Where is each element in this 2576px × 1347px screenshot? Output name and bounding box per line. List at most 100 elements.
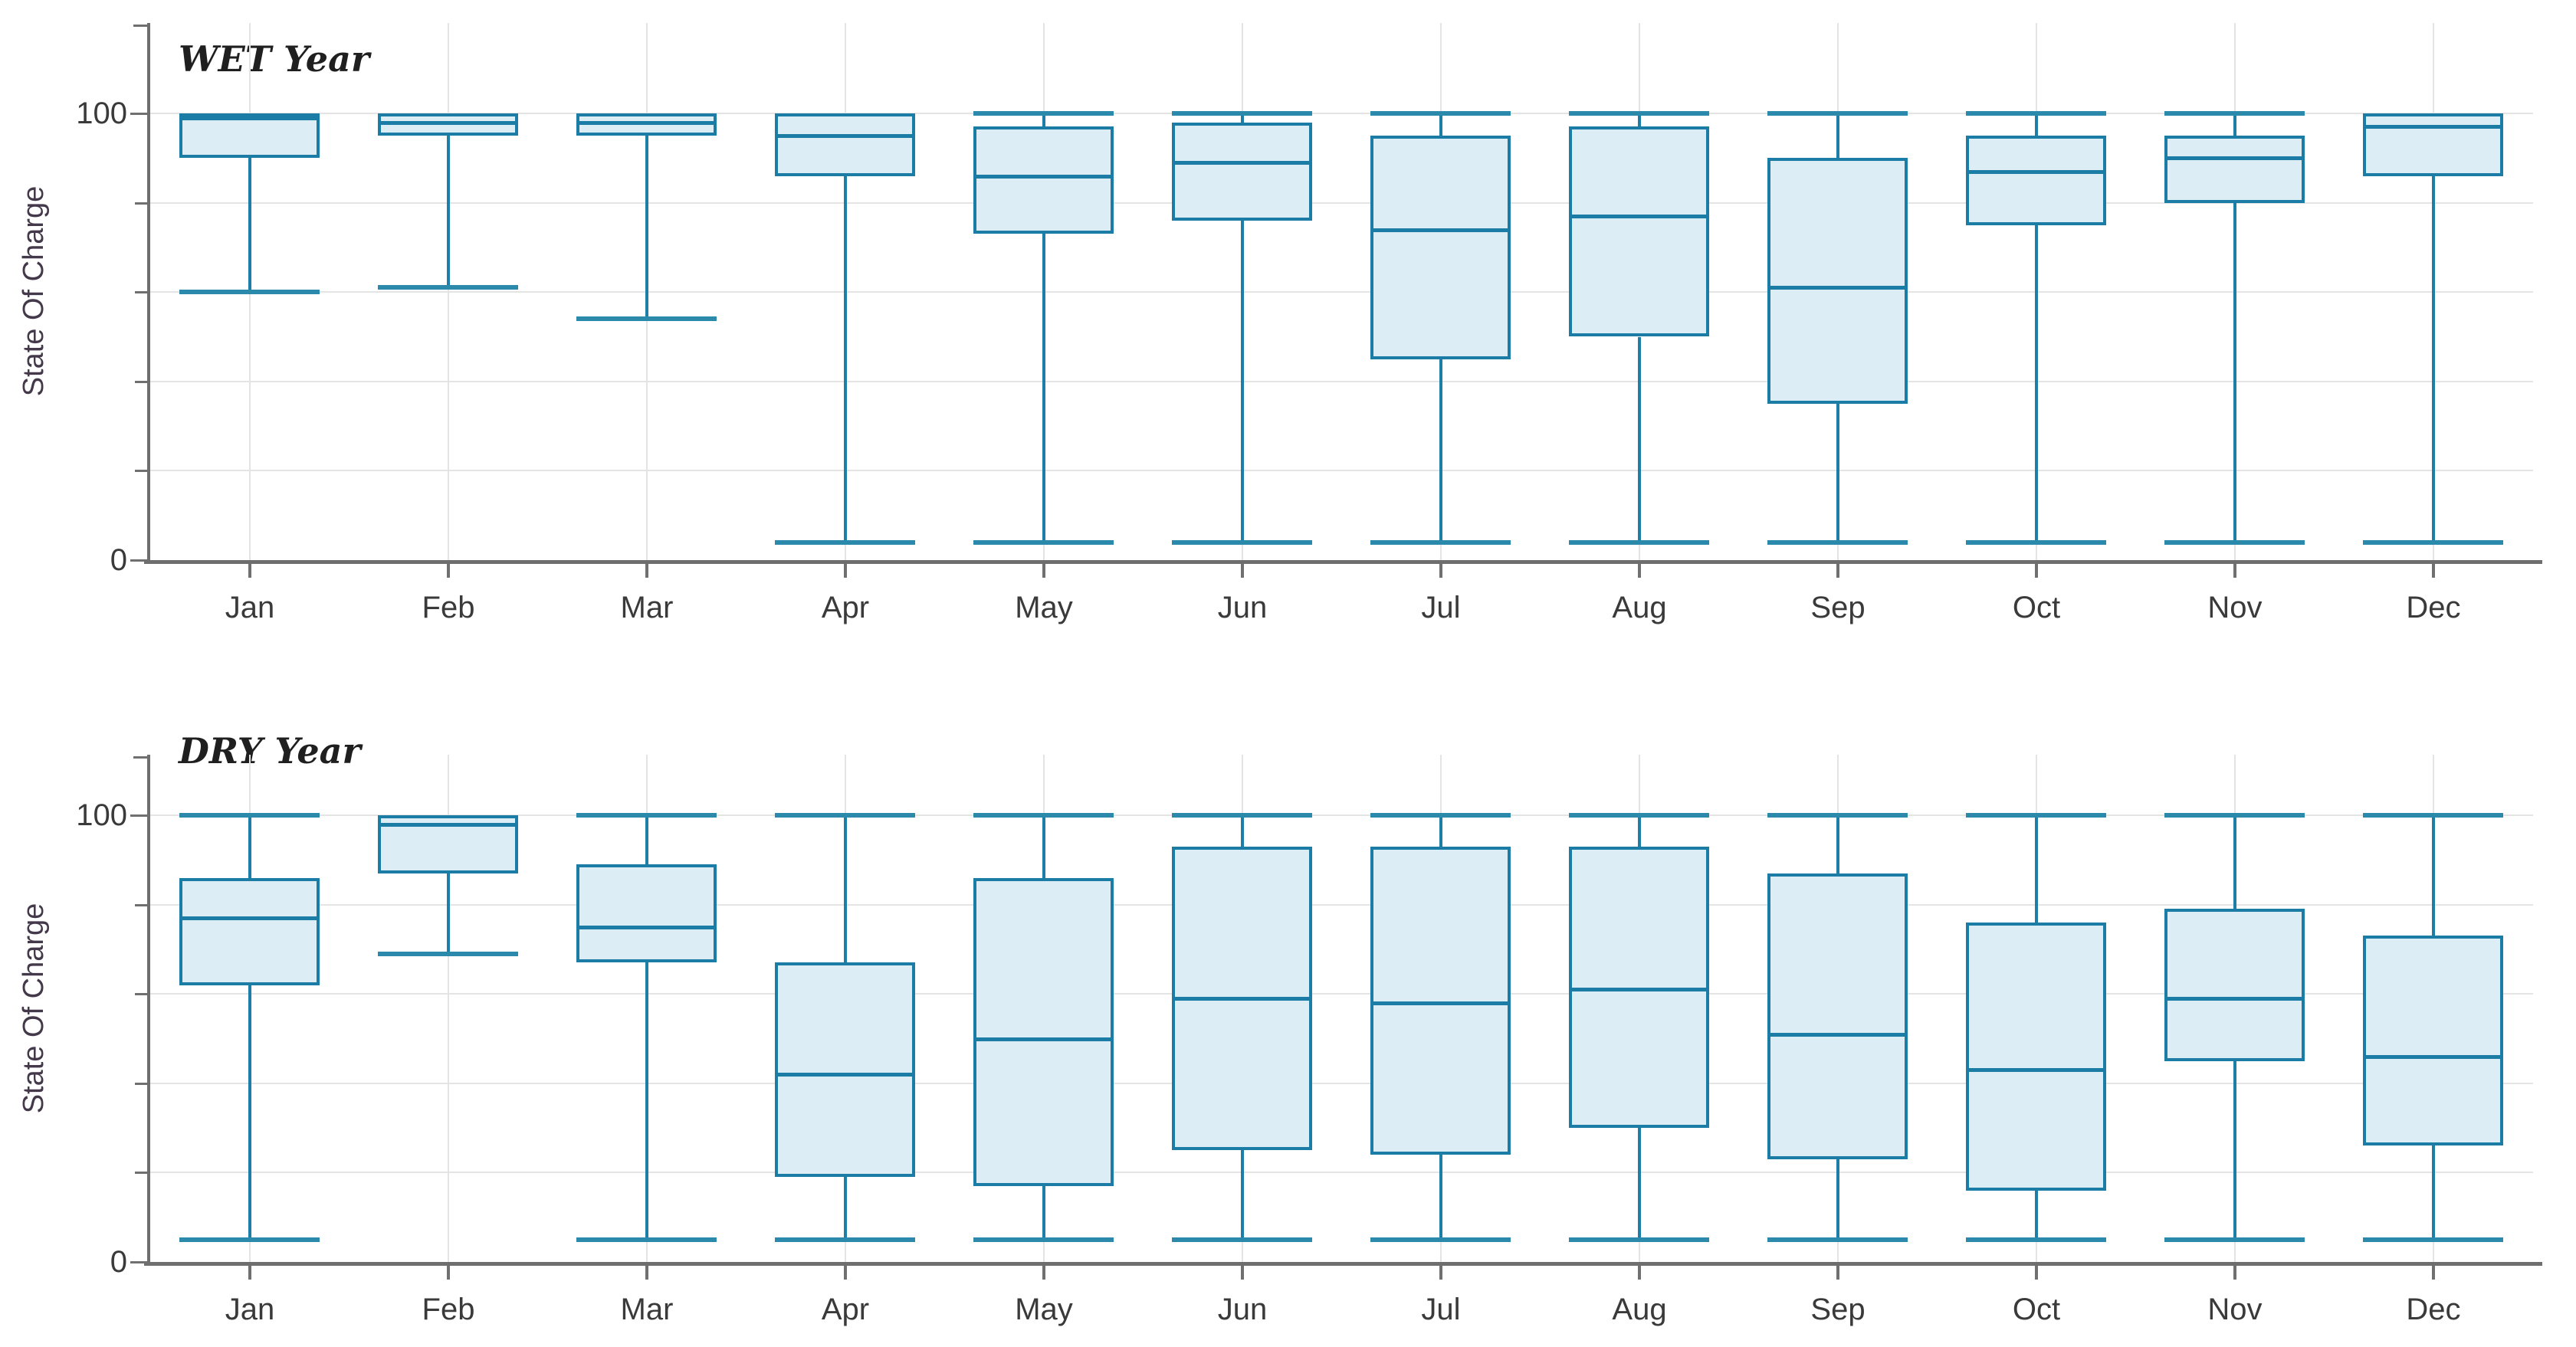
upper-whisker-may xyxy=(1042,113,1045,127)
h-gridline-80 xyxy=(150,903,2533,906)
median-jun xyxy=(1172,161,1312,166)
x-tick-label-jun: Jun xyxy=(1217,591,1268,624)
lower-whisker-jun xyxy=(1241,220,1244,542)
x-tick-aug xyxy=(1638,564,1641,578)
lower-whisker-jan xyxy=(248,985,251,1240)
v-gridline-feb xyxy=(448,755,449,1262)
box-apr xyxy=(775,962,915,1178)
upper-cap-sep xyxy=(1767,111,1908,116)
lower-cap-may xyxy=(973,539,1114,545)
x-tick-label-sep: Sep xyxy=(1810,591,1866,624)
x-tick-sep xyxy=(1836,564,1839,578)
chart-title-dry-year: DRY Year xyxy=(179,730,361,772)
lower-cap-jan xyxy=(179,1237,320,1242)
y-tick-label-0: 0 xyxy=(110,543,127,577)
median-sep xyxy=(1767,1032,1908,1037)
lower-whisker-mar xyxy=(645,962,648,1240)
box-jan xyxy=(179,113,320,159)
x-axis-spine xyxy=(144,1262,2542,1266)
x-tick-label-jan: Jan xyxy=(225,1293,275,1326)
x-tick-nov xyxy=(2233,1266,2236,1280)
median-oct xyxy=(1966,1068,2106,1073)
lower-whisker-jan xyxy=(248,158,251,293)
y-major-tick-100 xyxy=(130,814,147,817)
h-gridline-40 xyxy=(150,1082,2533,1084)
box-jan xyxy=(179,877,320,985)
median-mar xyxy=(576,120,717,125)
x-tick-label-feb: Feb xyxy=(422,1293,475,1326)
x-tick-aug xyxy=(1638,1266,1641,1280)
upper-cap-oct xyxy=(1966,813,2106,818)
x-tick-label-mar: Mar xyxy=(620,1293,674,1326)
box-may xyxy=(973,126,1114,234)
y-minor-tick-40 xyxy=(135,1082,147,1085)
box-oct xyxy=(1966,922,2106,1191)
upper-whisker-jul xyxy=(1439,815,1442,847)
x-tick-label-may: May xyxy=(1015,591,1073,624)
lower-cap-dec xyxy=(2363,539,2503,545)
box-aug xyxy=(1569,126,1709,337)
y-minor-tick-60 xyxy=(135,993,147,996)
upper-cap-jan xyxy=(179,813,320,818)
lower-cap-mar xyxy=(576,316,717,322)
box-apr xyxy=(775,113,915,176)
x-tick-jul xyxy=(1439,564,1442,578)
x-tick-label-aug: Aug xyxy=(1612,1293,1667,1326)
median-apr xyxy=(775,1073,915,1077)
h-gridline-100 xyxy=(150,113,2533,114)
y-major-tick-0 xyxy=(130,559,147,562)
y-minor-tick-60 xyxy=(135,291,147,294)
lower-whisker-dec xyxy=(2432,175,2435,542)
lower-cap-jun xyxy=(1172,539,1312,545)
median-jun xyxy=(1172,997,1312,1001)
x-tick-label-oct: Oct xyxy=(2012,1293,2061,1326)
y-axis-top-tick xyxy=(133,756,147,759)
box-jul xyxy=(1370,136,1511,359)
x-tick-label-jul: Jul xyxy=(1421,1293,1461,1326)
upper-whisker-oct xyxy=(2035,815,2038,923)
median-sep xyxy=(1767,286,1908,290)
lower-cap-feb xyxy=(378,951,518,956)
median-oct xyxy=(1966,169,2106,174)
box-dec xyxy=(2363,113,2503,176)
x-tick-label-oct: Oct xyxy=(2012,591,2061,624)
upper-cap-jun xyxy=(1172,111,1312,116)
x-tick-label-jul: Jul xyxy=(1421,591,1461,624)
lower-whisker-nov xyxy=(2233,202,2236,542)
lower-cap-sep xyxy=(1767,539,1908,545)
median-dec xyxy=(2363,1054,2503,1059)
lower-cap-oct xyxy=(1966,539,2106,545)
lower-cap-jul xyxy=(1370,539,1511,545)
median-jan xyxy=(179,116,320,120)
lower-whisker-sep xyxy=(1836,1159,1839,1240)
x-axis-spine xyxy=(144,560,2542,564)
upper-whisker-oct xyxy=(2035,113,2038,136)
lower-whisker-feb xyxy=(447,873,450,954)
box-dec xyxy=(2363,936,2503,1146)
box-sep xyxy=(1767,158,1908,404)
box-nov xyxy=(2164,136,2305,203)
lower-whisker-aug xyxy=(1638,336,1641,542)
median-mar xyxy=(576,925,717,929)
upper-whisker-nov xyxy=(2233,113,2236,136)
lower-whisker-oct xyxy=(2035,224,2038,542)
x-tick-label-feb: Feb xyxy=(422,591,475,624)
lower-cap-aug xyxy=(1569,1237,1709,1242)
lower-cap-nov xyxy=(2164,539,2305,545)
y-minor-tick-80 xyxy=(135,202,147,205)
box-jul xyxy=(1370,846,1511,1155)
x-tick-jan xyxy=(248,1266,251,1280)
x-tick-label-aug: Aug xyxy=(1612,591,1667,624)
x-tick-jan xyxy=(248,564,251,578)
upper-whisker-apr xyxy=(844,815,847,963)
y-major-tick-0 xyxy=(130,1261,147,1263)
upper-cap-jun xyxy=(1172,813,1312,818)
x-tick-oct xyxy=(2035,564,2038,578)
x-tick-label-dec: Dec xyxy=(2406,1293,2461,1326)
lower-whisker-oct xyxy=(2035,1190,2038,1240)
upper-cap-aug xyxy=(1569,111,1709,116)
median-may xyxy=(973,1037,1114,1041)
x-tick-sep xyxy=(1836,1266,1839,1280)
y-minor-tick-40 xyxy=(135,380,147,383)
x-tick-mar xyxy=(645,1266,648,1280)
